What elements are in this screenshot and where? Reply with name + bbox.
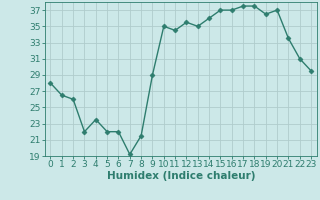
X-axis label: Humidex (Indice chaleur): Humidex (Indice chaleur) (107, 171, 255, 181)
